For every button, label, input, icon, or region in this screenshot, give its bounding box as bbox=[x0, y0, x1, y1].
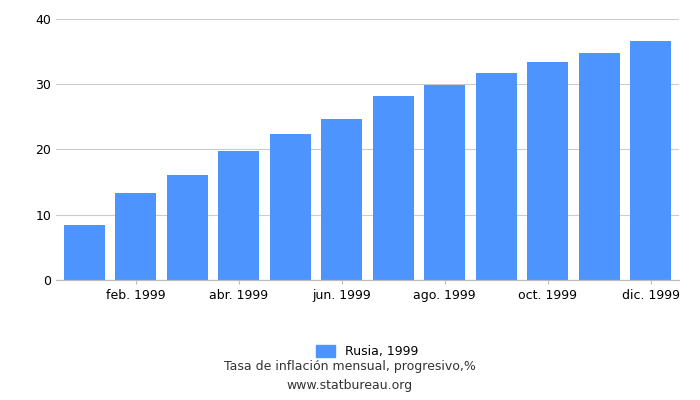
Bar bbox=[270, 134, 311, 280]
Bar bbox=[424, 84, 466, 280]
Bar bbox=[527, 62, 568, 280]
Bar bbox=[372, 96, 414, 280]
Bar bbox=[116, 193, 156, 280]
Bar bbox=[630, 42, 671, 280]
Legend: Rusia, 1999: Rusia, 1999 bbox=[316, 345, 419, 358]
Bar bbox=[218, 151, 260, 280]
Bar bbox=[475, 73, 517, 280]
Bar bbox=[579, 52, 620, 280]
Text: Tasa de inflación mensual, progresivo,%
www.statbureau.org: Tasa de inflación mensual, progresivo,% … bbox=[224, 360, 476, 392]
Bar bbox=[167, 176, 208, 280]
Bar bbox=[64, 225, 105, 280]
Bar bbox=[321, 118, 363, 280]
